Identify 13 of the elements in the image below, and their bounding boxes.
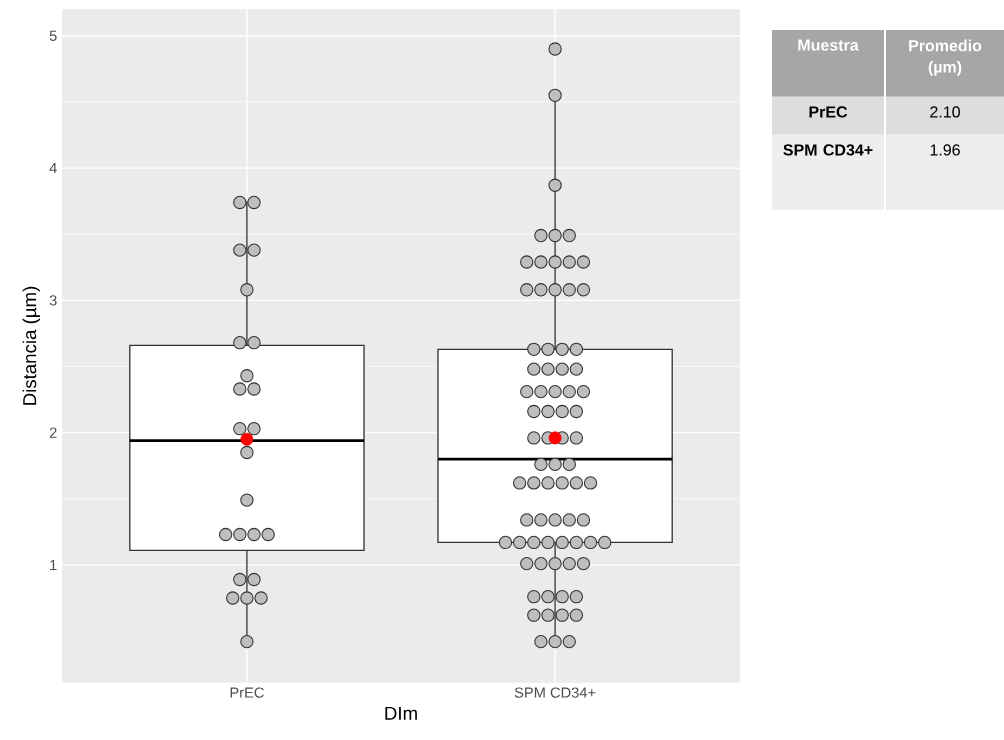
y-tick-label: 2: [49, 427, 57, 438]
y-tick-label: 1: [50, 559, 57, 570]
text: Muestra: [798, 39, 859, 51]
text: SPM CD34+: [783, 144, 873, 156]
text: 1.96: [930, 144, 960, 156]
x-axis-title: DIm: [385, 706, 417, 720]
y-tick-label: 4: [49, 163, 57, 174]
text: Promedio (µm): [909, 39, 982, 76]
text: PrEC: [809, 106, 848, 118]
y-tick-label: 5: [49, 30, 57, 41]
y-axis-title: Distancia (µm): [22, 286, 40, 405]
y-tick-label: 3: [49, 295, 57, 306]
text: 2.10: [930, 106, 960, 118]
